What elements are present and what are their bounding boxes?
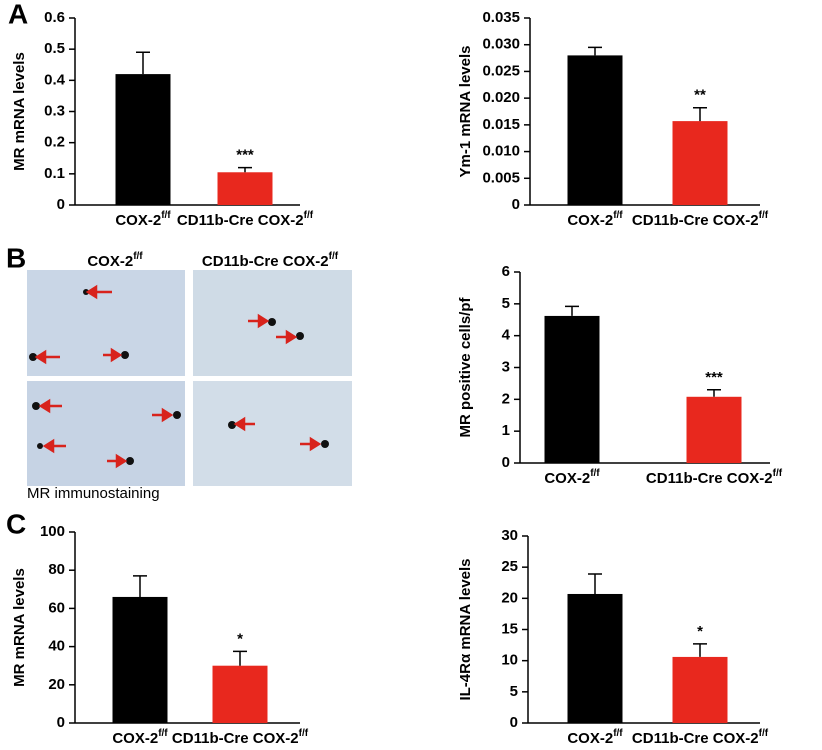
y-tick-label: 0.3 xyxy=(44,102,65,119)
bar xyxy=(212,665,268,723)
y-tick-label: 5 xyxy=(510,683,518,700)
y-tick-label: 5 xyxy=(502,295,510,312)
error-bar xyxy=(707,389,721,397)
y-tick-label: 0 xyxy=(57,714,65,731)
error-bar xyxy=(588,46,602,56)
y-tick-label: 4 xyxy=(502,327,511,344)
x-tick-label: COX-2f/f xyxy=(544,468,600,487)
bar xyxy=(672,121,728,205)
image-tile xyxy=(27,381,185,486)
panel-label: C xyxy=(6,508,26,539)
y-tick-label: 80 xyxy=(48,561,65,578)
y-tick-label: 2 xyxy=(502,390,510,407)
x-tick-label: CD11b-Cre COX-2f/f xyxy=(646,468,783,487)
y-tick-label: 1 xyxy=(502,422,510,439)
x-tick-label: CD11b-Cre COX-2f/f xyxy=(632,728,769,745)
image-tile xyxy=(27,270,185,376)
y-tick-label: 100 xyxy=(40,523,65,540)
arrows xyxy=(34,284,322,469)
y-axis-label: Ym-1 mRNA levels xyxy=(457,46,474,178)
bar xyxy=(217,172,273,205)
y-tick-label: 0.5 xyxy=(44,40,65,57)
y-tick-label: 0.035 xyxy=(482,9,520,26)
micrograph-heading: COX-2f/f xyxy=(87,251,143,270)
image-tile xyxy=(193,381,352,486)
y-tick-label: 0.005 xyxy=(482,169,520,186)
micrograph: COX-2f/f CD11b-Cre COX-2f/f MR immunosta… xyxy=(27,251,352,502)
x-tick-label: CD11b-Cre COX-2f/f xyxy=(632,210,769,229)
error-bar xyxy=(565,305,579,316)
error-bar xyxy=(133,575,147,597)
significance: ** xyxy=(694,87,706,104)
y-tick-label: 0.1 xyxy=(44,165,65,182)
y-tick-label: 20 xyxy=(501,589,518,606)
y-tick-label: 0 xyxy=(502,454,510,471)
y-axis-label: IL-4Rα mRNA levels xyxy=(457,558,474,700)
y-tick-label: 30 xyxy=(501,527,518,544)
y-tick-label: 0.2 xyxy=(44,134,65,151)
error-bar xyxy=(693,107,707,122)
y-tick-label: 0.010 xyxy=(482,143,520,160)
error-bar xyxy=(588,573,602,594)
y-tick-label: 0 xyxy=(512,196,520,213)
y-tick-label: 15 xyxy=(501,620,518,637)
bar xyxy=(672,656,728,723)
panel-label: A xyxy=(8,0,28,29)
significance: *** xyxy=(236,147,254,164)
y-tick-label: 40 xyxy=(48,638,65,655)
y-tick-label: 20 xyxy=(48,676,65,693)
x-tick-label: COX-2f/f xyxy=(112,728,168,745)
y-tick-label: 0 xyxy=(57,196,65,213)
y-tick-label: 0.015 xyxy=(482,116,520,133)
significance: * xyxy=(237,630,243,647)
bar xyxy=(686,396,742,463)
y-tick-label: 60 xyxy=(48,599,65,616)
error-bar xyxy=(233,650,247,666)
bar xyxy=(112,596,168,723)
y-tick-label: 0.4 xyxy=(44,71,66,88)
error-bar xyxy=(238,166,252,173)
y-tick-label: 6 xyxy=(502,263,510,280)
y-axis-label: MR mRNA levels xyxy=(11,568,28,687)
y-tick-label: 0.6 xyxy=(44,9,65,26)
error-bar xyxy=(693,643,707,657)
error-bar xyxy=(136,51,150,75)
bar xyxy=(567,593,623,723)
y-tick-label: 3 xyxy=(502,358,510,375)
micrograph-caption: MR immunostaining xyxy=(27,485,160,502)
micrograph-heading: CD11b-Cre COX-2f/f xyxy=(202,251,339,270)
x-tick-label: COX-2f/f xyxy=(567,728,623,745)
x-tick-label: COX-2f/f xyxy=(567,210,623,229)
bar xyxy=(115,74,171,205)
y-tick-label: 25 xyxy=(501,558,518,575)
y-tick-label: 0.030 xyxy=(482,36,520,53)
significance: * xyxy=(697,623,703,640)
x-tick-label: COX-2f/f xyxy=(115,210,171,229)
x-tick-label: CD11b-Cre COX-2f/f xyxy=(172,728,309,745)
y-axis-label: MR positive cells/pf xyxy=(457,296,474,437)
y-axis-label: MR mRNA levels xyxy=(11,52,28,171)
y-tick-label: 0.025 xyxy=(482,62,520,79)
bar xyxy=(567,55,623,206)
y-tick-label: 0.020 xyxy=(482,89,520,106)
significance: *** xyxy=(705,369,723,386)
x-tick-label: CD11b-Cre COX-2f/f xyxy=(177,210,314,229)
stained-cells xyxy=(29,289,329,465)
y-tick-label: 0 xyxy=(510,714,518,731)
bar xyxy=(544,315,600,463)
y-tick-label: 10 xyxy=(501,652,518,669)
panel-label: B xyxy=(6,242,26,273)
